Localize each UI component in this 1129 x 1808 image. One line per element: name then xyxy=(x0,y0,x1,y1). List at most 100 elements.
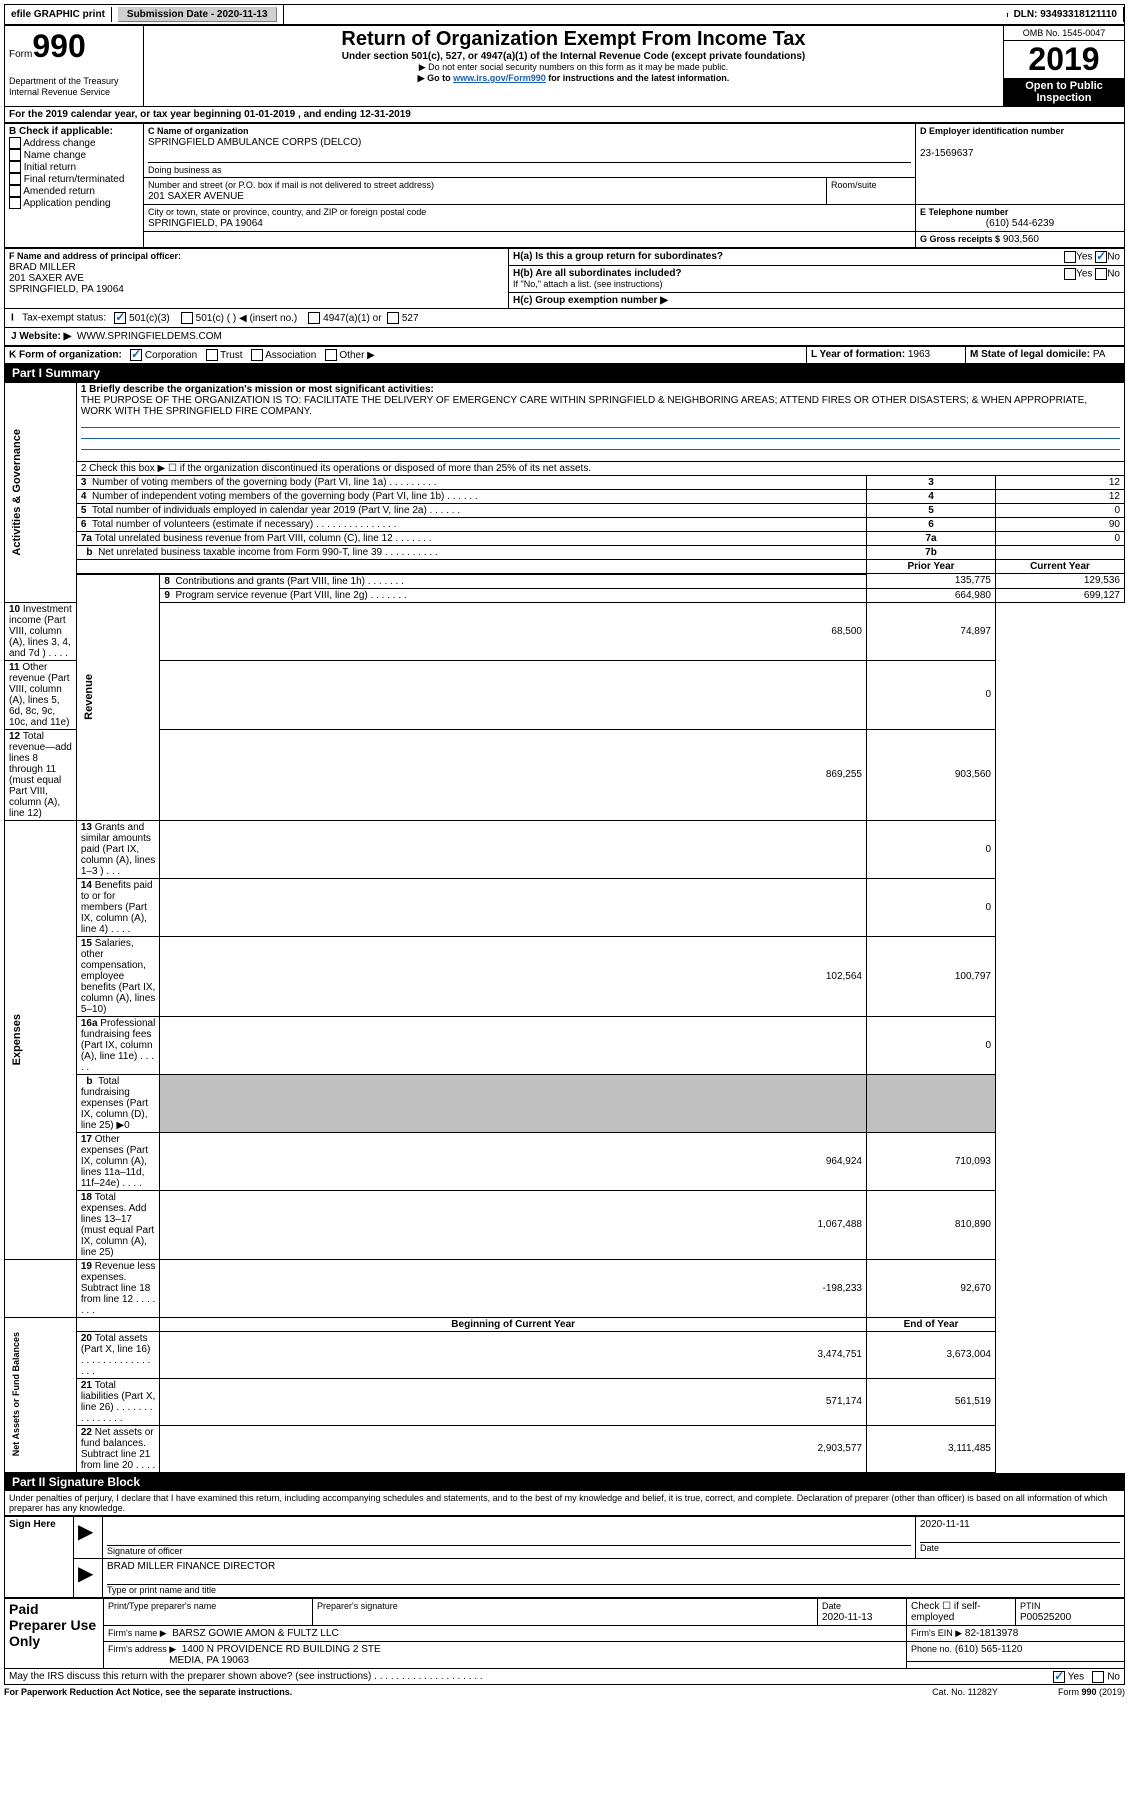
part1-header: Part I Summary xyxy=(4,364,1125,382)
dln: DLN: 93493318121110 xyxy=(1008,7,1124,22)
chk-501c[interactable]: 501(c) ( ) ◀ (insert no.) xyxy=(181,313,297,324)
exp-row: 18 Total expenses. Add lines 13–17 (must… xyxy=(5,1190,1125,1259)
mission: THE PURPOSE OF THE ORGANIZATION IS TO: F… xyxy=(81,395,1087,417)
chk-corp[interactable]: Corporation xyxy=(130,350,197,361)
box-k: K Form of organization: Corporation Trus… xyxy=(5,347,807,364)
sig-officer: Signature of officer xyxy=(103,1516,916,1558)
chk-501c3[interactable]: 501(c)(3) xyxy=(114,313,169,324)
gov-row: 6 Total number of volunteers (estimate i… xyxy=(5,518,1125,532)
arrow-icon: ▶ xyxy=(74,1516,103,1558)
chk-527[interactable]: 527 xyxy=(387,313,418,324)
paid-preparer: Paid Preparer Use Only xyxy=(5,1598,104,1668)
chk-trust[interactable]: Trust xyxy=(206,350,243,361)
box-g: G Gross receipts $ 903,560 xyxy=(916,232,1125,248)
line1: 1 Briefly describe the organization's mi… xyxy=(76,383,1124,462)
chk-addr[interactable]: Address change xyxy=(9,138,96,149)
exp-row: 15 Salaries, other compensation, employe… xyxy=(5,936,1125,1016)
box-d: D Employer identification number 23-1569… xyxy=(916,124,1125,205)
ptin: PTINP00525200 xyxy=(1016,1598,1125,1625)
submission-btn[interactable]: Submission Date - 2020-11-13 xyxy=(118,7,277,22)
city: SPRINGFIELD, PA 19064 xyxy=(148,218,263,229)
rev-row: 10 Investment income (Part VIII, column … xyxy=(5,602,1125,660)
rev-row: 12 Total revenue—add lines 8 through 11 … xyxy=(5,729,1125,820)
header-table: Form990 Department of the Treasury Inter… xyxy=(4,25,1125,107)
summary-table: Activities & Governance 1 Briefly descri… xyxy=(4,382,1125,1473)
part2-header: Part II Signature Block xyxy=(4,1473,1125,1491)
preparer-table: Paid Preparer Use Only Print/Type prepar… xyxy=(4,1598,1125,1669)
sec-gov: Activities & Governance xyxy=(9,425,25,560)
form-title: Return of Organization Exempt From Incom… xyxy=(148,28,999,51)
box-l: L Year of formation: 1963 xyxy=(807,347,966,364)
net-row: 21 Total liabilities (Part X, line 26) .… xyxy=(5,1378,1125,1425)
chk-4947[interactable]: 4947(a)(1) or xyxy=(308,313,381,324)
paperwork: For Paperwork Reduction Act Notice, see … xyxy=(4,1687,292,1697)
prep-sig: Preparer's signature xyxy=(313,1598,818,1625)
org-name: SPRINGFIELD AMBULANCE CORPS (DELCO) xyxy=(148,137,361,148)
chk-assoc[interactable]: Association xyxy=(251,350,316,361)
declaration: Under penalties of perjury, I declare th… xyxy=(4,1491,1125,1516)
box-e: E Telephone number (610) 544-6239 xyxy=(916,205,1125,232)
exp-row: 14 Benefits paid to or for members (Part… xyxy=(5,878,1125,936)
gov-row: 5 Total number of individuals employed i… xyxy=(5,504,1125,518)
dba: Doing business as xyxy=(148,162,911,175)
hb-checks[interactable]: Yes No xyxy=(1064,268,1120,280)
gov-row: 7a Total unrelated business revenue from… xyxy=(5,532,1125,546)
exp-row: b Total fundraising expenses (Part IX, c… xyxy=(5,1074,1125,1132)
footer: For Paperwork Reduction Act Notice, see … xyxy=(4,1685,1125,1699)
exp-row: 16a Professional fundraising fees (Part … xyxy=(5,1016,1125,1074)
open-public: Open to Public Inspection xyxy=(1004,78,1124,106)
sig-date: 2020-11-11 Date xyxy=(916,1516,1125,1558)
box-m: M State of legal domicile: PA xyxy=(966,347,1125,364)
firm-name: Firm's name ▶ BARSZ GOWIE AMON & FULTZ L… xyxy=(104,1625,907,1641)
form-cell: Form990 Department of the Treasury Inter… xyxy=(5,26,144,107)
box-c-city: City or town, state or province, country… xyxy=(144,205,916,232)
net-row: 22 Net assets or fund balances. Subtract… xyxy=(5,1425,1125,1472)
gov-row: b Net unrelated business taxable income … xyxy=(5,546,1125,560)
chk-name[interactable]: Name change xyxy=(9,150,86,161)
klm-table: K Form of organization: Corporation Trus… xyxy=(4,346,1125,364)
ein: 23-1569637 xyxy=(920,148,973,159)
sec-net: Net Assets or Fund Balances xyxy=(9,1328,23,1460)
box-c-name: C Name of organization SPRINGFIELD AMBUL… xyxy=(144,124,916,178)
street: 201 SAXER AVENUE xyxy=(148,191,244,202)
room: Room/suite xyxy=(827,178,916,205)
chk-other[interactable]: Other ▶ xyxy=(325,350,375,361)
firm-ein: Firm's EIN ▶ 82-1813978 xyxy=(907,1625,1125,1641)
subtitle: Under section 501(c), 527, or 4947(a)(1)… xyxy=(148,51,999,62)
year-cell: OMB No. 1545-0047 2019 Open to Public In… xyxy=(1004,26,1125,107)
line-a: For the 2019 calendar year, or tax year … xyxy=(4,107,1125,123)
box-f: F Name and address of principal officer:… xyxy=(5,249,509,309)
ha: H(a) Is this a group return for subordin… xyxy=(509,249,1125,266)
cat-no: Cat. No. 11282Y xyxy=(932,1687,998,1697)
phone: (610) 544-6239 xyxy=(920,218,1120,229)
self-emp[interactable]: Check ☐ if self-employed xyxy=(907,1598,1016,1625)
discuss-checks[interactable]: Yes No xyxy=(1053,1671,1120,1683)
chk-initial[interactable]: Initial return xyxy=(9,162,76,173)
spacer xyxy=(284,13,1008,17)
note2: ▶ Go to www.irs.gov/Form990 for instruct… xyxy=(148,73,999,84)
irs-link[interactable]: www.irs.gov/Form990 xyxy=(453,73,546,83)
firm-addr: Firm's address ▶ 1400 N PROVIDENCE RD BU… xyxy=(104,1641,907,1668)
ha-checks[interactable]: Yes No xyxy=(1064,251,1120,263)
sign-here: Sign Here xyxy=(5,1516,74,1597)
sec-exp: Expenses xyxy=(9,1010,25,1069)
officer-name: BRAD MILLER xyxy=(9,262,76,273)
prep-name: Print/Type preparer's name xyxy=(104,1598,313,1625)
officer-type: BRAD MILLER FINANCE DIRECTOR Type or pri… xyxy=(103,1558,1125,1597)
officer-addr: 201 SAXER AVE xyxy=(9,273,84,284)
gov-row: 3 Number of voting members of the govern… xyxy=(5,476,1125,490)
identity-table: B Check if applicable: Address change Na… xyxy=(4,123,1125,248)
tax-year: 2019 xyxy=(1004,41,1124,78)
box-j: J Website: ▶ WWW.SPRINGFIELDEMS.COM xyxy=(4,328,1125,346)
submission-date: Submission Date - 2020-11-13 xyxy=(112,5,284,24)
rev-row: 11 Other revenue (Part VIII, column (A),… xyxy=(5,660,1125,729)
chk-final[interactable]: Final return/terminated xyxy=(9,174,124,185)
gov-row: 4 Number of independent voting members o… xyxy=(5,490,1125,504)
net-row: 20 Total assets (Part X, line 16) . . . … xyxy=(5,1331,1125,1378)
website-url: WWW.SPRINGFIELDEMS.COM xyxy=(77,331,222,342)
sign-table: Sign Here ▶ Signature of officer 2020-11… xyxy=(4,1516,1125,1598)
chk-amended[interactable]: Amended return xyxy=(9,186,95,197)
prep-date: Date2020-11-13 xyxy=(818,1598,907,1625)
arrow-icon: ▶ xyxy=(74,1558,103,1597)
chk-pending[interactable]: Application pending xyxy=(9,198,111,209)
